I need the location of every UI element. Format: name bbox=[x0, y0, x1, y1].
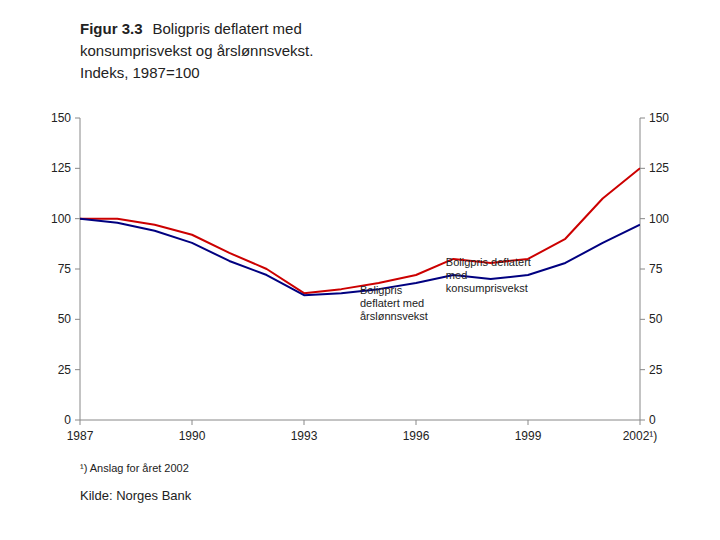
y2-tick bbox=[640, 369, 645, 370]
x-tick bbox=[304, 420, 305, 425]
y2-tick-label: 0 bbox=[649, 413, 656, 427]
footnote: ¹) Anslag for året 2002 bbox=[80, 462, 189, 474]
y-tick bbox=[75, 369, 80, 370]
y-tick bbox=[75, 168, 80, 169]
annotation-line: årslønnsvekst bbox=[360, 310, 428, 322]
axes: 1987 1990 1993 1996 1999 2002¹) 0 25 50 75 100 125 1… bbox=[51, 111, 669, 443]
y2-tick-label: 50 bbox=[649, 312, 663, 326]
series-line bbox=[80, 219, 640, 296]
x-tick bbox=[528, 420, 529, 425]
y2-tick-label: 125 bbox=[649, 161, 669, 175]
y2-tick bbox=[640, 319, 645, 320]
y2-tick bbox=[640, 420, 645, 421]
y2-tick-label: 75 bbox=[649, 262, 663, 276]
x-tick-label: 1987 bbox=[67, 429, 94, 443]
x-tick bbox=[192, 420, 193, 425]
y-tick-label: 100 bbox=[51, 212, 71, 226]
y2-tick bbox=[640, 118, 645, 119]
annotation-line: Boligpris deflatert bbox=[446, 256, 531, 268]
annotation: Boligpris deflatertmedkonsumprisvekst bbox=[446, 256, 531, 294]
y2-tick-label: 25 bbox=[649, 363, 663, 377]
y-tick-label: 50 bbox=[58, 312, 72, 326]
y-tick-label: 25 bbox=[58, 363, 72, 377]
subtitle: Indeks, 1987=100 bbox=[80, 64, 200, 81]
y2-tick-label: 100 bbox=[649, 212, 669, 226]
source: Kilde: Norges Bank bbox=[80, 488, 192, 503]
annotation: Boligprisdeflatert medårslønnsvekst bbox=[360, 284, 428, 322]
x-tick bbox=[640, 420, 641, 425]
series-line bbox=[80, 168, 640, 293]
title: Figur 3.3 bbox=[80, 20, 143, 37]
y-tick-label: 0 bbox=[64, 413, 71, 427]
chart: Figur 3.3Boligpris deflatert medkonsumpr… bbox=[0, 0, 720, 540]
y-tick-label: 150 bbox=[51, 111, 71, 125]
annotation-line: Boligpris bbox=[360, 284, 403, 296]
y-tick bbox=[75, 420, 80, 421]
x-tick-label: 1996 bbox=[403, 429, 430, 443]
annotation-line: med bbox=[446, 269, 467, 281]
y2-tick bbox=[640, 269, 645, 270]
annotation-line: konsumprisvekst bbox=[446, 282, 528, 294]
y-tick bbox=[75, 269, 80, 270]
y-tick bbox=[75, 118, 80, 119]
y2-tick bbox=[640, 218, 645, 219]
y-tick bbox=[75, 218, 80, 219]
y-tick bbox=[75, 319, 80, 320]
x-tick-label: 1990 bbox=[179, 429, 206, 443]
y2-tick bbox=[640, 168, 645, 169]
y-tick-label: 75 bbox=[58, 262, 72, 276]
subtitle: konsumprisvekst og årslønnsvekst. bbox=[80, 42, 313, 59]
y2-tick-label: 150 bbox=[649, 111, 669, 125]
x-tick-label: 1999 bbox=[515, 429, 542, 443]
x-tick bbox=[416, 420, 417, 425]
x-axis-line bbox=[80, 420, 640, 421]
plot-area bbox=[80, 168, 640, 295]
subtitle: Boligpris deflatert med bbox=[153, 20, 302, 37]
x-tick-label: 2002¹) bbox=[623, 429, 658, 443]
annotation-line: deflatert med bbox=[360, 297, 424, 309]
x-tick-label: 1993 bbox=[291, 429, 318, 443]
annotations: Boligpris deflatertmedkonsumprisvekstBol… bbox=[360, 256, 531, 322]
y-tick-label: 125 bbox=[51, 161, 71, 175]
x-tick bbox=[80, 420, 81, 425]
